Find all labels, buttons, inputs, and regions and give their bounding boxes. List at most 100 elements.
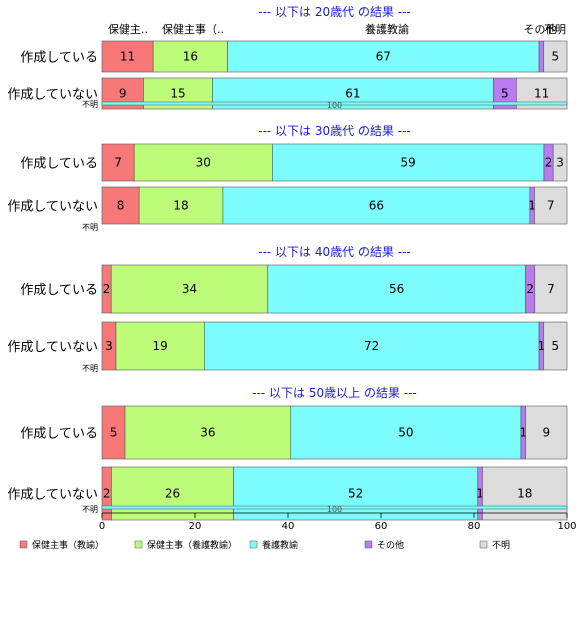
group-title: --- 以下は 30歳代 の結果 --- (258, 124, 411, 138)
bar-segment (152, 40, 228, 73)
bar-segment (290, 405, 522, 460)
row-label: 作成している (20, 427, 98, 442)
segment-label: 2 (103, 282, 111, 296)
segment-label: 11 (120, 50, 135, 64)
legend-swatch (19, 540, 28, 549)
bar-segment (111, 466, 234, 521)
unknown-row-bar (101, 505, 568, 510)
segment-label: 8 (117, 199, 125, 213)
column-header: 保健主事（.. (162, 22, 224, 36)
x-tick-label: 40 (282, 521, 295, 532)
legend-swatch (479, 540, 488, 549)
unknown-row-label: 不明 (82, 364, 98, 373)
group-title: --- 以下は 20歳代 の結果 --- (258, 5, 411, 19)
row-label: 作成している (20, 283, 98, 298)
column-header: 不明 (544, 23, 566, 36)
row-label: 作成していない (7, 340, 98, 355)
bar-segment (124, 405, 292, 460)
segment-label: 5 (501, 87, 509, 101)
legend-label: 保健主事（教諭） (32, 539, 104, 551)
segment-label: 72 (364, 339, 379, 353)
row-label: 作成している (20, 157, 98, 172)
bar-segment (525, 405, 568, 460)
x-tick-label: 100 (557, 521, 576, 532)
bar-segment (534, 186, 568, 225)
segment-label: 2 (526, 282, 534, 296)
row-label: 作成していない (7, 488, 98, 503)
segment-label: 2 (545, 156, 553, 170)
legend-swatch (249, 540, 258, 549)
unknown-row-label: 不明 (82, 100, 98, 109)
segment-label: 67 (376, 50, 391, 64)
unknown-row-bar (101, 101, 568, 106)
segment-label: 36 (200, 426, 215, 440)
segment-label: 18 (173, 199, 188, 213)
bar-segment (222, 186, 531, 225)
bar-segment (543, 321, 568, 371)
segment-label: 1 (519, 426, 527, 440)
segment-label: 7 (547, 282, 555, 296)
legend-label: 養護教諭 (262, 539, 298, 551)
segment-label: 15 (170, 87, 185, 101)
segment-label: 1 (538, 339, 546, 353)
unknown-row-label: 不明 (82, 505, 98, 514)
column-header: 養護教諭 (365, 22, 409, 36)
segment-label: 5 (552, 339, 560, 353)
segment-label: 2 (103, 487, 111, 501)
segment-label: 3 (105, 339, 113, 353)
segment-label: 1 (476, 487, 484, 501)
bar-segment (482, 466, 568, 521)
segment-label: 61 (345, 87, 360, 101)
legend-label: 不明 (492, 540, 510, 551)
segment-label: 7 (547, 199, 555, 213)
unknown-row-value: 100 (327, 101, 342, 110)
segment-label: 5 (110, 426, 118, 440)
segment-label: 9 (542, 426, 550, 440)
segment-label: 26 (165, 487, 180, 501)
x-tick-label: 20 (189, 521, 202, 532)
bar-segment (267, 264, 526, 314)
column-header: 保健主.. (108, 22, 148, 36)
row-label: 作成していない (7, 88, 98, 103)
segment-label: 3 (556, 156, 564, 170)
segment-label: 56 (389, 282, 404, 296)
segment-label: 16 (183, 50, 198, 64)
bar-segment (538, 40, 545, 73)
bar-segment (101, 186, 140, 225)
segment-label: 59 (401, 156, 416, 170)
legend-swatch (134, 540, 143, 549)
segment-label: 11 (534, 87, 549, 101)
bar-segment (115, 321, 205, 371)
segment-label: 18 (517, 487, 532, 501)
segment-label: 19 (152, 339, 167, 353)
row-label: 作成している (20, 51, 98, 66)
segment-label: 30 (196, 156, 211, 170)
legend-label: 保健主事（養護教諭） (147, 539, 237, 551)
group-title: --- 以下は 50歳以上 の結果 --- (252, 386, 417, 400)
segment-label: 34 (182, 282, 197, 296)
legend-swatch (364, 540, 373, 549)
bar-segment (534, 264, 568, 314)
x-tick-label: 0 (99, 521, 105, 532)
bar-segment (543, 40, 568, 73)
row-label: 作成していない (7, 200, 98, 215)
unknown-row-value: 100 (327, 505, 342, 514)
group-title: --- 以下は 40歳代 の結果 --- (258, 245, 411, 259)
bar-segment (138, 186, 224, 225)
segment-label: 1 (528, 199, 536, 213)
bar-segment (204, 321, 540, 371)
segment-label: 9 (119, 87, 127, 101)
column-header: その他 (524, 23, 557, 36)
segment-label: 52 (348, 487, 363, 501)
segment-label: 7 (114, 156, 122, 170)
unknown-row-label: 不明 (82, 223, 98, 232)
segment-label: 50 (398, 426, 413, 440)
segment-label: 5 (552, 50, 560, 64)
bar-segment (272, 143, 545, 182)
bar-segment (133, 143, 273, 182)
segment-label: 66 (369, 199, 384, 213)
x-tick-label: 60 (375, 521, 388, 532)
legend-label: その他 (377, 539, 404, 551)
bar-segment (233, 466, 479, 521)
